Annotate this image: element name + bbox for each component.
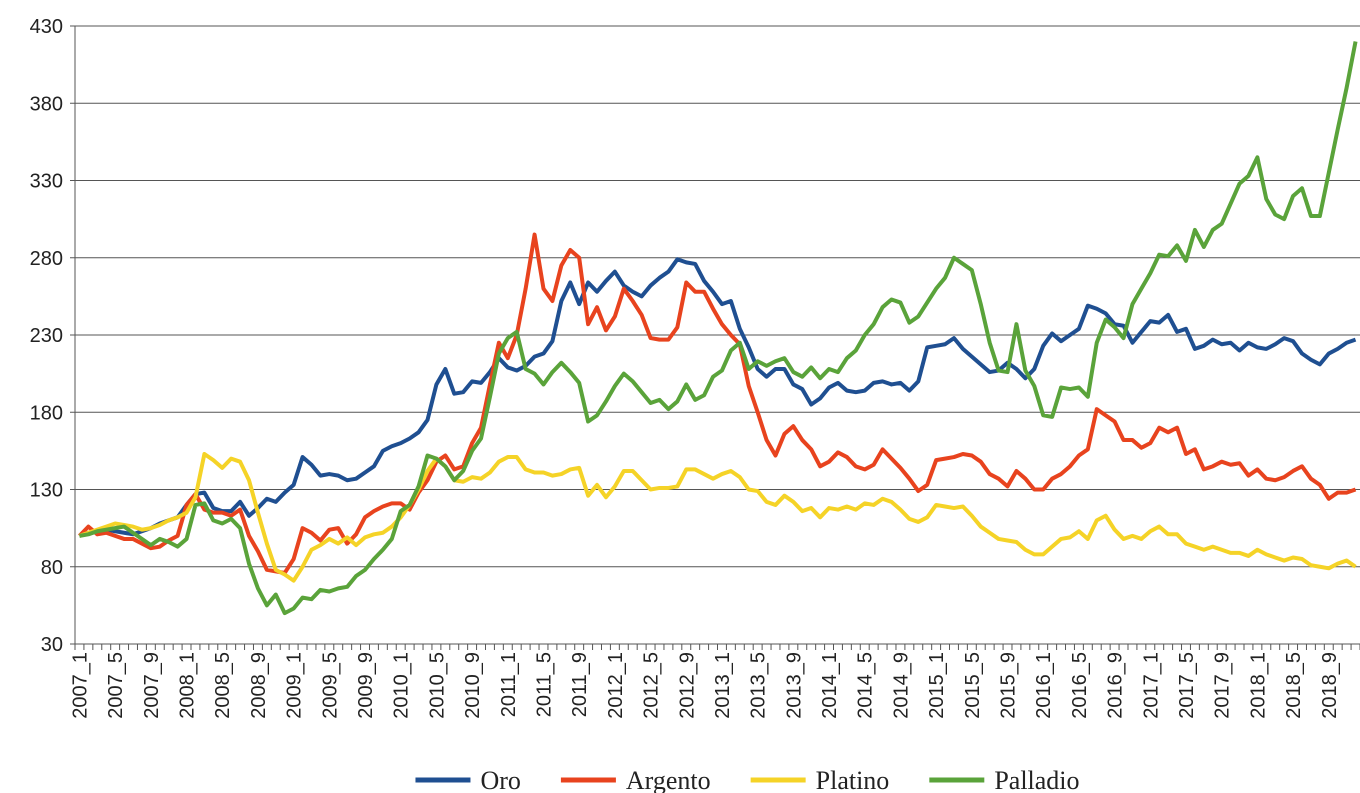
y-tick-label: 230 xyxy=(30,325,63,347)
x-tick-label: 2018_9 xyxy=(1319,652,1341,719)
y-tick-label: 280 xyxy=(30,248,63,270)
y-tick-label: 30 xyxy=(41,634,63,656)
series-line xyxy=(78,451,1357,583)
x-tick-label: 2011_9 xyxy=(569,652,591,717)
y-tick-label: 330 xyxy=(30,171,63,193)
x-tick-label: 2014_1 xyxy=(819,652,841,719)
x-tick-label: 2008_1 xyxy=(177,652,199,719)
y-tick-label: 380 xyxy=(30,93,63,115)
x-tick-label: 2009_1 xyxy=(284,652,306,719)
x-tick-label: 2013_1 xyxy=(712,652,734,719)
legend-label: Oro xyxy=(480,766,520,793)
x-tick-label: 2014_5 xyxy=(855,652,877,719)
x-tick-label: 2011_5 xyxy=(533,652,555,717)
x-tick-label: 2016_5 xyxy=(1069,652,1091,719)
series-line xyxy=(78,232,1357,575)
x-tick-label: 2013_9 xyxy=(783,652,805,719)
x-tick-label: 2007_1 xyxy=(69,652,91,719)
x-tick-label: 2018_1 xyxy=(1247,652,1269,719)
x-tick-label: 2011_1 xyxy=(498,652,520,717)
y-tick-label: 430 xyxy=(30,16,63,38)
x-tick-label: 2008_5 xyxy=(212,652,234,719)
x-tick-label: 2017_5 xyxy=(1176,652,1198,719)
x-tick-label: 2013_5 xyxy=(748,652,770,719)
x-tick-label: 2009_5 xyxy=(319,652,341,719)
x-tick-label: 2016_9 xyxy=(1105,652,1127,719)
x-tick-label: 2012_1 xyxy=(605,652,627,719)
y-tick-label: 130 xyxy=(30,480,63,502)
series-line xyxy=(78,257,1357,538)
x-tick-label: 2010_5 xyxy=(426,652,448,719)
legend-label: Argento xyxy=(626,766,711,793)
x-tick-label: 2010_1 xyxy=(391,652,413,719)
x-tick-label: 2018_5 xyxy=(1283,652,1305,719)
x-tick-label: 2015_1 xyxy=(926,652,948,719)
x-tick-label: 2007_5 xyxy=(105,652,127,719)
x-tick-label: 2010_9 xyxy=(462,652,484,719)
x-tick-label: 2016_1 xyxy=(1033,652,1055,719)
x-tick-label: 2012_9 xyxy=(676,652,698,719)
x-tick-label: 2014_9 xyxy=(890,652,912,719)
x-tick-label: 2015_9 xyxy=(998,652,1020,719)
x-tick-label: 2015_5 xyxy=(962,652,984,719)
series-line xyxy=(79,41,1358,616)
legend-label: Palladio xyxy=(994,766,1079,793)
legend-label: Platino xyxy=(816,766,890,793)
x-tick-label: 2017_9 xyxy=(1212,652,1234,719)
x-tick-label: 2007_9 xyxy=(141,652,163,719)
y-tick-label: 180 xyxy=(30,402,63,424)
x-tick-label: 2017_1 xyxy=(1140,652,1162,719)
y-tick-label: 80 xyxy=(41,557,63,579)
x-tick-label: 2009_9 xyxy=(355,652,377,719)
x-tick-label: 2008_9 xyxy=(248,652,270,719)
x-tick-label: 2012_5 xyxy=(641,652,663,719)
